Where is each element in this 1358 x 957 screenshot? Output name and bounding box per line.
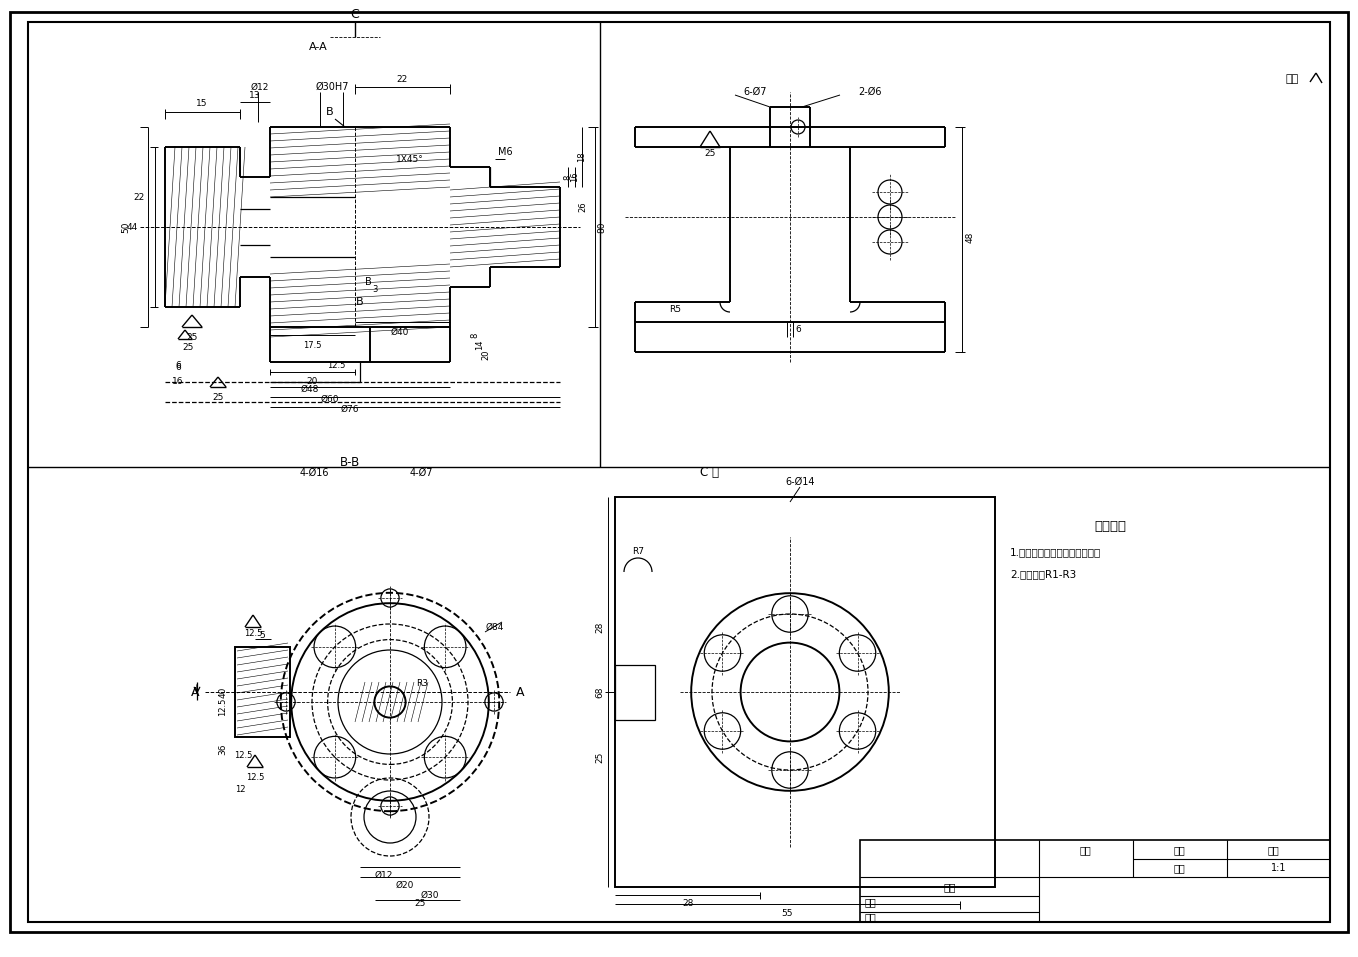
Text: B: B xyxy=(326,107,334,117)
Text: 18: 18 xyxy=(577,152,587,163)
Text: 6: 6 xyxy=(796,324,801,333)
Text: 25: 25 xyxy=(596,751,604,763)
Text: 1X45°: 1X45° xyxy=(397,154,424,164)
Text: 28: 28 xyxy=(682,899,694,907)
Text: 12.5: 12.5 xyxy=(244,629,262,637)
Text: 12.5: 12.5 xyxy=(246,772,265,782)
Text: 44: 44 xyxy=(126,222,139,232)
Text: Ø76: Ø76 xyxy=(341,405,360,413)
Text: 2.未注圆角R1-R3: 2.未注圆角R1-R3 xyxy=(1010,569,1077,579)
Text: 1:1: 1:1 xyxy=(1271,863,1286,873)
Text: 图样: 图样 xyxy=(1080,845,1092,855)
Text: 80: 80 xyxy=(598,221,607,233)
Text: 8: 8 xyxy=(470,332,479,338)
Text: 48: 48 xyxy=(966,232,975,243)
Text: Ø12: Ø12 xyxy=(375,871,394,879)
Text: Ø30: Ø30 xyxy=(421,891,439,900)
Text: Ø48: Ø48 xyxy=(301,385,319,393)
Bar xyxy=(235,647,291,737)
Text: B-B: B-B xyxy=(340,456,360,469)
Text: 2-Ø6: 2-Ø6 xyxy=(858,87,881,97)
Text: 22: 22 xyxy=(133,192,145,202)
Text: 16: 16 xyxy=(570,171,580,183)
Bar xyxy=(615,664,655,720)
Text: 25: 25 xyxy=(414,900,425,908)
Text: 6-Ø7: 6-Ø7 xyxy=(743,87,767,97)
Text: 25: 25 xyxy=(186,332,198,342)
Text: 25: 25 xyxy=(212,392,224,402)
Text: A: A xyxy=(190,685,200,699)
Text: 16: 16 xyxy=(172,377,183,387)
Text: Ø30H7: Ø30H7 xyxy=(315,82,349,92)
Text: 零件: 零件 xyxy=(942,881,956,892)
Text: 17.5: 17.5 xyxy=(303,341,322,349)
Text: 25: 25 xyxy=(182,343,194,351)
Text: 1.铸件经过热处理，消除内应力: 1.铸件经过热处理，消除内应力 xyxy=(1010,547,1101,557)
Text: 比例: 比例 xyxy=(1268,845,1279,855)
Text: 26: 26 xyxy=(579,202,588,212)
Text: B: B xyxy=(356,297,364,307)
Text: 6: 6 xyxy=(175,363,181,371)
Text: 14: 14 xyxy=(475,340,485,350)
Text: 12.5: 12.5 xyxy=(327,361,345,369)
Text: Ø12: Ø12 xyxy=(251,82,269,92)
Text: 4-Ø16: 4-Ø16 xyxy=(300,468,330,478)
Text: 20: 20 xyxy=(307,377,318,387)
Text: 55: 55 xyxy=(781,908,793,918)
Text: 5: 5 xyxy=(259,631,265,639)
Text: Ø60: Ø60 xyxy=(320,394,340,404)
Text: 25: 25 xyxy=(705,149,716,159)
Bar xyxy=(615,497,995,887)
Text: R7: R7 xyxy=(631,547,644,557)
Text: 其余: 其余 xyxy=(1285,74,1298,84)
Text: 68: 68 xyxy=(596,686,604,698)
Bar xyxy=(860,840,1329,922)
Text: 13: 13 xyxy=(250,91,261,100)
Text: 4-Ø7: 4-Ø7 xyxy=(410,468,433,478)
Text: 6-Ø14: 6-Ø14 xyxy=(785,477,815,487)
Text: 40: 40 xyxy=(219,686,228,698)
Text: 12.5: 12.5 xyxy=(219,698,228,716)
Text: 15: 15 xyxy=(197,100,208,108)
Text: 8: 8 xyxy=(564,174,573,180)
Text: 3: 3 xyxy=(372,285,378,295)
Text: 数量: 数量 xyxy=(1173,845,1186,855)
Text: 22: 22 xyxy=(397,75,407,83)
Text: C: C xyxy=(350,8,360,20)
Text: 50: 50 xyxy=(121,221,130,233)
Text: 12: 12 xyxy=(235,785,246,793)
Text: Ø40: Ø40 xyxy=(391,327,409,337)
Text: Ø20: Ø20 xyxy=(395,880,414,889)
Text: A-A: A-A xyxy=(308,42,327,52)
Text: 图号: 图号 xyxy=(1173,863,1186,873)
Text: 6: 6 xyxy=(175,361,181,369)
Text: C 向: C 向 xyxy=(701,466,720,479)
Text: A: A xyxy=(516,685,524,699)
Text: B: B xyxy=(365,277,371,287)
Text: M6: M6 xyxy=(497,147,512,157)
Text: Ø84: Ø84 xyxy=(486,622,504,632)
Text: R3: R3 xyxy=(416,679,428,688)
Text: 审核: 审核 xyxy=(865,912,877,923)
Text: 28: 28 xyxy=(596,621,604,633)
Text: 制图: 制图 xyxy=(865,898,877,907)
Text: 技术要求: 技术要求 xyxy=(1095,521,1126,533)
Text: 20: 20 xyxy=(482,349,490,360)
Text: 36: 36 xyxy=(219,744,228,755)
Text: 12.5: 12.5 xyxy=(234,750,253,760)
Text: R5: R5 xyxy=(669,304,680,314)
